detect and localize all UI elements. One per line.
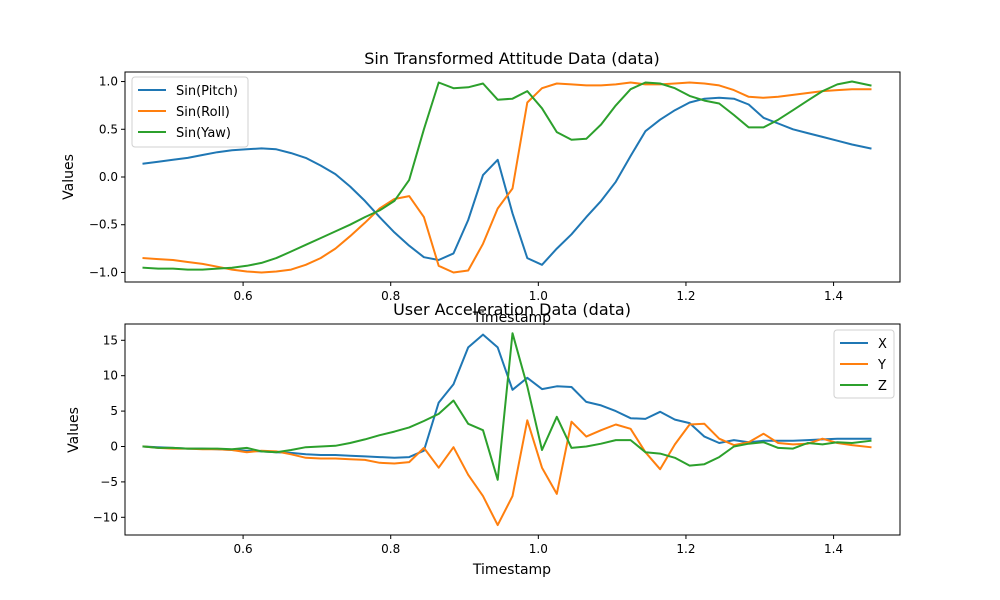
acceleration-legend-label: Z — [878, 379, 887, 394]
attitude-legend-label: Sin(Yaw) — [176, 126, 231, 141]
acceleration-y-axis-label: Values — [66, 407, 82, 453]
acceleration-y-tick-label: 10 — [103, 369, 118, 383]
acceleration-x-tick-label: 1.0 — [529, 542, 548, 556]
acceleration-legend-label: Y — [877, 358, 886, 373]
acceleration-x-tick-label: 0.8 — [381, 542, 400, 556]
attitude-series-line-sin-roll — [142, 81, 872, 274]
attitude-subplot: Sin Transformed Attitude Data (data) 0.6… — [61, 49, 901, 326]
attitude-y-tick-label: −1.0 — [89, 265, 118, 279]
acceleration-x-tick-label: 1.4 — [824, 542, 843, 556]
acceleration-series-line-z — [142, 332, 872, 481]
attitude-y-axis-label: Values — [61, 154, 77, 200]
acceleration-y-tick-label: 0 — [110, 439, 118, 453]
attitude-y-ticks: −1.0 −0.5 0.0 0.5 1.0 — [89, 75, 125, 279]
acceleration-y-tick-label: 5 — [110, 404, 118, 418]
acceleration-y-tick-label: −5 — [100, 475, 118, 489]
attitude-legend-label: Sin(Pitch) — [176, 84, 238, 99]
attitude-series-line-sin-pitch — [142, 96, 872, 266]
attitude-series-line-sin-yaw — [142, 80, 872, 271]
attitude-x-ticks: 0.6 0.8 1.0 1.2 1.4 — [234, 282, 843, 303]
attitude-y-tick-label: −0.5 — [89, 218, 118, 232]
acceleration-legend: XYZ — [833, 329, 895, 399]
acceleration-x-ticks: 0.6 0.8 1.0 1.2 1.4 — [234, 535, 843, 556]
acceleration-y-tick-label: −10 — [93, 510, 118, 524]
attitude-plot-frame — [124, 71, 901, 283]
attitude-legend-label: Sin(Roll) — [176, 105, 230, 120]
attitude-chart-title: Sin Transformed Attitude Data (data) — [364, 49, 659, 68]
acceleration-x-tick-label: 0.6 — [234, 542, 253, 556]
acceleration-series-lines — [142, 332, 872, 527]
acceleration-legend-label: X — [878, 337, 887, 352]
attitude-x-axis-label: Timestamp — [472, 310, 551, 326]
acceleration-chart-title: User Acceleration Data (data) — [393, 300, 631, 319]
attitude-x-tick-label: 1.2 — [676, 289, 695, 303]
attitude-y-tick-label: 1.0 — [99, 75, 118, 89]
attitude-y-tick-label: 0.5 — [99, 122, 118, 136]
attitude-series-lines — [142, 80, 872, 274]
acceleration-x-tick-label: 1.2 — [676, 542, 695, 556]
acceleration-y-ticks: −10 −5 0 5 10 15 — [93, 333, 125, 524]
attitude-x-tick-label: 0.6 — [234, 289, 253, 303]
attitude-legend-box — [131, 76, 249, 148]
acceleration-subplot: User Acceleration Data (data) 0.6 0.8 1.0 1… — [66, 300, 901, 578]
attitude-x-tick-label: 1.4 — [824, 289, 843, 303]
attitude-x-tick-label: 1.0 — [529, 289, 548, 303]
attitude-y-tick-label: 0.0 — [99, 170, 118, 184]
acceleration-x-axis-label: Timestamp — [472, 562, 551, 578]
attitude-x-tick-label: 0.8 — [381, 289, 400, 303]
acceleration-y-tick-label: 15 — [103, 333, 118, 347]
acceleration-plot-frame — [124, 323, 901, 536]
attitude-legend: Sin(Pitch) Sin(Roll) Sin(Yaw) — [131, 76, 249, 148]
